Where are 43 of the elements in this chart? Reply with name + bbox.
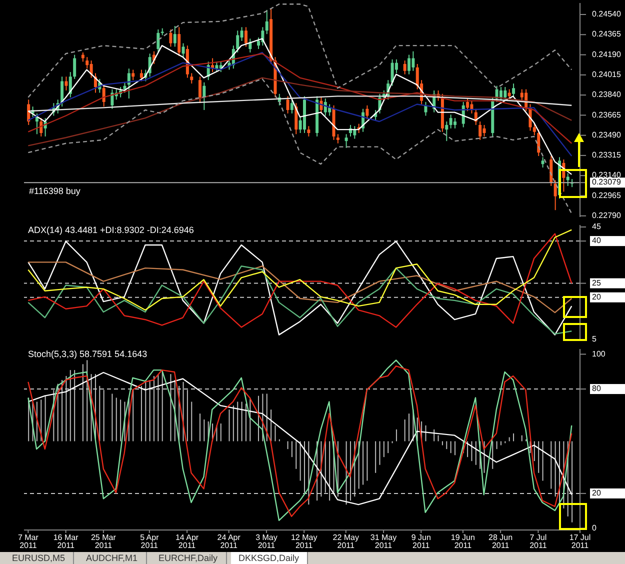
y-tick-label: 0.23665 bbox=[592, 110, 622, 120]
x-tick-label: 24 Apr 2011 bbox=[217, 533, 241, 550]
y-tick-label: 80 bbox=[592, 384, 602, 394]
x-tick-label: 9 Jun 2011 bbox=[411, 533, 431, 550]
text: EURCHF,Daily bbox=[150, 552, 227, 564]
chart-title: ADX(14) 43.4481 +DI:8.9302 -DI:24.6946 bbox=[28, 225, 194, 235]
chart-title: Stoch(5,3,3) 58.7591 54.1643 bbox=[28, 349, 148, 359]
text: AUDCHF,M1 bbox=[78, 552, 147, 564]
y-tick-label: 20 bbox=[592, 488, 602, 498]
y-tick-label: 20 bbox=[592, 292, 602, 302]
x-tick-label: 19 Jun 2011 bbox=[450, 533, 475, 550]
y-tick-label: 0.24190 bbox=[592, 50, 622, 59]
y-tick-label: 0.23315 bbox=[592, 150, 622, 160]
x-tick-label: 16 Mar 2011 bbox=[53, 533, 79, 550]
x-tick-label: 25 Mar 2011 bbox=[90, 533, 116, 550]
x-tick-label: 3 May 2011 bbox=[256, 533, 278, 550]
y-tick-label: 100 bbox=[592, 349, 606, 358]
y-tick-label: 0.24365 bbox=[592, 30, 622, 39]
x-tick-label: 7 Mar 2011 bbox=[18, 533, 39, 550]
y-tick-label: 0.24015 bbox=[592, 70, 622, 80]
text: EURUSD,M5 bbox=[4, 552, 74, 564]
y-tick-label: 40 bbox=[592, 236, 602, 246]
x-tick-label: 14 Apr 2011 bbox=[175, 533, 199, 550]
y-tick-label: 0.24540 bbox=[592, 10, 622, 19]
y-tick-label: 5 bbox=[592, 334, 597, 344]
y-tick-label: 0.23490 bbox=[592, 130, 622, 140]
x-tick-label: 17 Jul 2011 bbox=[569, 533, 591, 550]
x-tick-label: 5 Apr 2011 bbox=[140, 533, 160, 550]
ref-line-label: #116398 buy bbox=[29, 186, 81, 196]
text: DKKSGD,Daily bbox=[230, 552, 308, 564]
y-tick-label: 0.23140 bbox=[592, 170, 622, 180]
y-tick-label: 0.22965 bbox=[592, 190, 622, 200]
x-tick-label: 22 May 2011 bbox=[332, 533, 360, 550]
x-tick-label: 12 May 2011 bbox=[290, 533, 318, 550]
y-tick-label: 0.23840 bbox=[592, 90, 622, 100]
y-tick-label: 0.23079 bbox=[592, 178, 622, 187]
y-tick-label: 0.22790 bbox=[592, 210, 622, 220]
y-tick-label: 25 bbox=[592, 278, 602, 288]
x-tick-label: 7 Jul 2011 bbox=[530, 533, 548, 550]
y-tick-label: 0 bbox=[592, 523, 597, 532]
y-tick-label: 45 bbox=[592, 222, 602, 232]
x-tick-label: 31 May 2011 bbox=[370, 533, 397, 550]
x-tick-label: 28 Jun 2011 bbox=[488, 533, 513, 550]
